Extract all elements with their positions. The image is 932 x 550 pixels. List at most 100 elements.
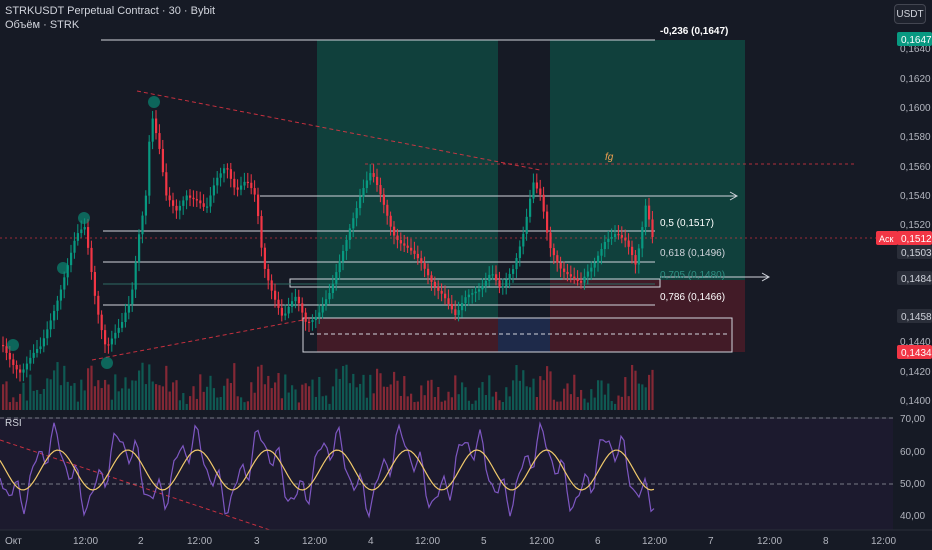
volume-bar (546, 366, 549, 410)
time-tick: Окт (5, 536, 22, 547)
price-tick: 0,1440 (900, 337, 931, 348)
long-profit-zone[interactable] (317, 40, 498, 318)
time-tick: 12:00 (415, 536, 440, 547)
candle-body (335, 272, 338, 284)
candle-body (501, 286, 504, 288)
candle-body (253, 188, 256, 195)
swing-marker[interactable] (57, 262, 69, 274)
candle-body (359, 196, 362, 209)
arrow-right-icon[interactable] (660, 272, 771, 282)
swing-marker[interactable] (7, 339, 19, 351)
long-loss-zone-2[interactable] (550, 280, 745, 352)
trendline-resistance[interactable] (136, 90, 541, 171)
small-range-box[interactable] (289, 278, 661, 288)
volume-bar (87, 368, 90, 410)
volume-bar (556, 401, 559, 410)
candle-body (569, 274, 572, 277)
candle-body (406, 245, 409, 248)
volume-bar (573, 374, 576, 410)
arrow-right-icon[interactable] (260, 191, 739, 201)
long-profit-zone-2[interactable] (550, 40, 745, 280)
volume-bar (42, 388, 45, 410)
rsi-axis[interactable]: 70,00 60,00 50,00 40,00 (900, 414, 925, 522)
volume-bar (325, 395, 328, 410)
volume-bar (318, 376, 321, 410)
candle-body (297, 296, 300, 304)
volume-bar (59, 385, 62, 410)
trendline-support[interactable] (91, 319, 304, 361)
volume-bar (304, 383, 307, 410)
swing-marker[interactable] (148, 96, 160, 108)
range-box[interactable] (302, 317, 733, 353)
rsi-tick: 40,00 (900, 511, 925, 522)
candle-body (83, 227, 86, 230)
volume-bar (148, 364, 151, 410)
volume-bar (603, 394, 606, 410)
volume-bar (168, 391, 171, 410)
volume-bar (32, 390, 35, 410)
volume-bar (250, 382, 253, 410)
candle-body (549, 232, 552, 249)
swing-marker[interactable] (101, 357, 113, 369)
candle-body (63, 277, 66, 290)
volume-bar (199, 374, 202, 410)
candle-body (515, 257, 518, 270)
volume-indicator-label[interactable]: Объём · STRK (5, 19, 80, 31)
price-tick: 0,1620 (900, 74, 931, 85)
volume-bar (83, 390, 86, 410)
candle-body (498, 280, 501, 287)
volume-bar (144, 384, 147, 410)
price-badge-1458: 0,1458 (897, 309, 932, 323)
candle-body (267, 268, 270, 281)
volume-bar (535, 396, 538, 410)
volume-bar (338, 378, 341, 410)
candle-body (338, 261, 341, 273)
volume-bar (97, 380, 100, 410)
volume-bar (158, 385, 161, 410)
volume-bar (355, 387, 358, 410)
volume-bar (175, 380, 178, 410)
volume-bar (542, 380, 545, 410)
candle-body (93, 272, 96, 296)
volume-bar (80, 379, 83, 410)
volume-bar (549, 371, 552, 410)
currency-button[interactable]: USDT (894, 4, 926, 24)
rsi-indicator-label[interactable]: RSI (5, 418, 22, 429)
volume-bar (263, 384, 266, 410)
fib-label-705: 0,705 (0,1480) (660, 270, 725, 281)
candle-body (185, 195, 188, 201)
volume-bar (202, 391, 205, 410)
volume-bar (593, 397, 596, 410)
candle-body (257, 194, 260, 217)
volume-bar (161, 386, 164, 410)
svg-text:Аск: Аск (879, 234, 894, 244)
volume-bar (114, 374, 117, 410)
candle-body (12, 359, 15, 365)
volume-bar (396, 380, 399, 410)
long-loss-zone[interactable] (317, 318, 498, 352)
volume-bar (70, 385, 73, 410)
swing-marker[interactable] (78, 212, 90, 224)
volume-bar (447, 391, 450, 410)
candle-body (648, 205, 651, 220)
candle-body (580, 280, 583, 283)
candle-body (634, 255, 637, 265)
price-badge-1484: 0,1484 (897, 271, 932, 285)
volume-bar (382, 386, 385, 410)
price-tick: 0,1560 (900, 162, 931, 173)
volume-bar (311, 379, 314, 410)
time-axis[interactable]: Окт 12:00 2 12:00 3 12:00 4 12:00 5 12:0… (5, 536, 896, 547)
volume-bar (206, 386, 209, 410)
volume-bar (372, 393, 375, 410)
candle-body (127, 304, 130, 313)
candle-body (294, 296, 297, 302)
chart-title[interactable]: STRKUSDT Perpetual Contract · 30 · Bybit (5, 5, 216, 17)
volume-bar (297, 402, 300, 410)
candle-body (614, 234, 617, 238)
candle-body (90, 247, 93, 273)
price-axis[interactable]: 0,1640 0,1620 0,1600 0,1580 0,1560 0,154… (900, 44, 931, 407)
volume-bar (484, 395, 487, 410)
candle-body (206, 206, 209, 208)
rsi-trendline[interactable] (0, 439, 271, 531)
